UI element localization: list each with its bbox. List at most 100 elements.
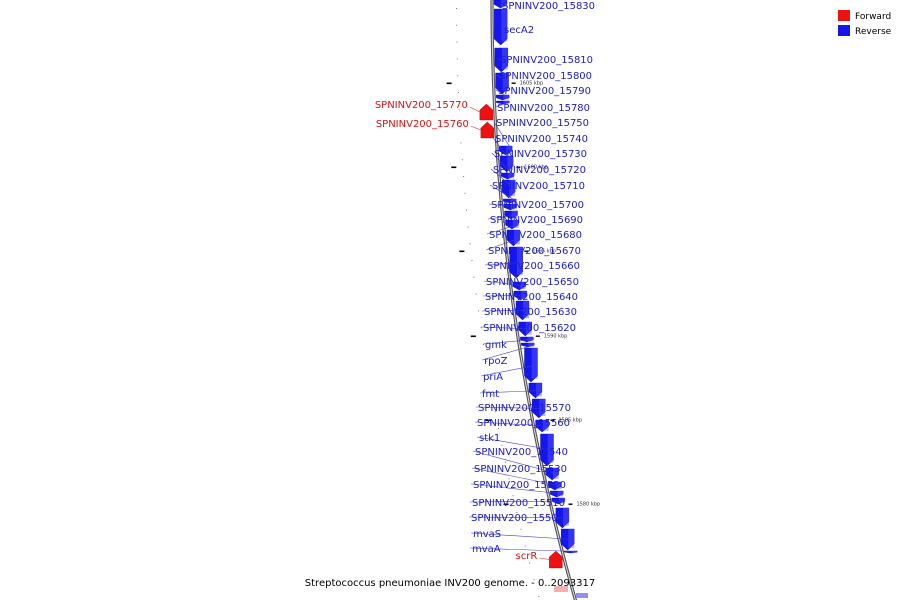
reverse-gene[interactable]: SPNINV200_15650: [483, 277, 579, 291]
reverse-gene[interactable]: rpoZ: [481, 342, 535, 367]
gene-label: SPNINV200_15560: [477, 418, 570, 429]
gene-leader: [472, 450, 559, 475]
gene-leader: [471, 467, 562, 487]
gene-leader: [469, 106, 480, 113]
gene-label: rpoZ: [484, 356, 508, 367]
reverse-gene[interactable]: SPNINV200_15710: [489, 181, 585, 204]
reverse-gene[interactable]: SPNINV200_15660: [484, 246, 580, 279]
reverse-gene[interactable]: SPNINV200_15560: [474, 418, 570, 433]
reverse-gene[interactable]: gmk: [482, 336, 534, 351]
reverse-gene[interactable]: SPNINV200_15700: [488, 200, 584, 211]
gene-shade: [501, 48, 508, 70]
gene-label: SPNINV200_15790: [498, 86, 591, 97]
gene-body: [540, 433, 554, 467]
reverse-gene[interactable]: priA: [480, 347, 538, 383]
minor-dot: [457, 75, 459, 77]
gene-leader: [470, 532, 575, 540]
reverse-gene[interactable]: SPNINV200_15790: [495, 86, 591, 101]
gene-leader: [474, 421, 549, 427]
reverse-gene[interactable]: SPNINV200_15520: [470, 480, 566, 498]
reverse-gene[interactable]: SPNINV200_15750: [493, 118, 589, 156]
gene-leader: [494, 102, 510, 108]
reverse-gene[interactable]: stk1: [476, 433, 554, 467]
reverse-gene[interactable]: SPNINV200_15780: [494, 100, 590, 114]
forward-gene[interactable]: SPNINV200_15760: [376, 119, 495, 139]
gene-body: [545, 467, 559, 481]
reverse-gene[interactable]: SPNINV200_15570: [475, 398, 571, 419]
gene-label: SPNINV200_15730: [494, 149, 587, 160]
reverse-gene[interactable]: SPNINV200_15830: [493, 0, 595, 12]
gene-label: SPNINV200_15570: [478, 403, 571, 414]
legend-label: Reverse: [855, 27, 892, 37]
gene-label: SPNINV200_15530: [474, 464, 567, 475]
reverse-gene[interactable]: mvaA: [469, 544, 578, 555]
gene-shade: [514, 230, 520, 245]
gene-shade: [527, 337, 534, 342]
forward-gene[interactable]: scrR: [516, 550, 563, 569]
gene-leader: [481, 310, 530, 312]
tick-label: 1590 kbp: [544, 334, 568, 340]
minor-dot: [501, 444, 503, 446]
gene-label: priA: [483, 372, 503, 383]
reverse-gene[interactable]: SPNINV200_15720: [490, 165, 586, 199]
gene-label: SPNINV200_15780: [497, 103, 590, 114]
reverse-gene[interactable]: SPNINV200_15690: [487, 210, 583, 226]
gene-leader: [482, 339, 534, 345]
minor-dot: [538, 596, 540, 597]
reverse-gene[interactable]: mvaS: [470, 528, 575, 551]
reverse-gene[interactable]: SPNINV200_15730: [491, 149, 587, 180]
gene-shade: [507, 156, 514, 171]
major-tick: [485, 419, 491, 422]
gene-shade: [547, 434, 554, 463]
gene-body: [501, 179, 516, 199]
gene-label: fmt: [482, 389, 499, 400]
reverse-gene[interactable]: SPNINV200_15540: [472, 447, 568, 481]
tick-label: 1580 kbp: [577, 502, 601, 508]
gene-label: SPNINV200_15710: [492, 181, 585, 192]
gene-shade: [503, 101, 510, 104]
reverse-gene[interactable]: SPNINV200_15740: [492, 134, 588, 173]
gene-leader: [492, 137, 514, 165]
reverse-gene[interactable]: SPNINV200_15640: [482, 290, 578, 303]
reverse-gene[interactable]: SPNINV200_15630: [481, 300, 577, 321]
gene-leader: [480, 326, 532, 330]
gene-label: SPNINV200_15660: [487, 261, 580, 272]
reverse-gene[interactable]: SPNINV200_15530: [471, 464, 567, 491]
minor-dot: [475, 293, 477, 295]
reverse-gene[interactable]: SPNINV200_15510: [469, 497, 565, 509]
reverse-gene[interactable]: secA2: [493, 8, 534, 46]
major-tick: [550, 419, 555, 421]
gene-leader: [475, 406, 546, 409]
minor-dot: [471, 260, 473, 261]
gene-shade: [509, 180, 516, 197]
gene-body: [479, 103, 494, 121]
reverse-gene[interactable]: SPNINV200_15800: [495, 71, 592, 95]
gene-label: SPNINV200_15740: [495, 134, 588, 145]
reverse-gene[interactable]: SPNINV200_15680: [486, 219, 582, 241]
gene-leader: [499, 3, 508, 6]
gene-label: SPNINV200_15800: [499, 71, 592, 82]
gene-body: [500, 172, 515, 180]
gene-label: SPNINV200_15830: [502, 1, 595, 12]
reverse-gene[interactable]: SPNINV200_15670: [485, 229, 581, 257]
gene-shade: [563, 508, 569, 526]
gene-label: SPNINV200_15750: [496, 118, 589, 129]
gene-shade: [558, 498, 565, 504]
reverse-gene[interactable]: fmt: [479, 382, 543, 400]
minor-dot: [456, 8, 457, 9]
gene-leader: [485, 237, 521, 251]
reverse-gene[interactable]: SPNINV200_15620: [480, 321, 576, 337]
minor-dot: [529, 562, 531, 564]
major-tick: [503, 503, 509, 506]
minor-dot: [520, 528, 522, 530]
gene-shade: [568, 529, 575, 548]
gene-shade: [501, 9, 508, 42]
minor-dot: [463, 176, 465, 177]
gene-shade: [523, 301, 530, 319]
gene-leader: [469, 547, 578, 552]
forward-gene[interactable]: SPNINV200_15770: [375, 100, 494, 121]
reverse-gene[interactable]: SPNINV200_15810: [494, 47, 593, 73]
gene-label: SPNINV200_15650: [486, 277, 579, 288]
reverse-gene[interactable]: SPNINV200_15500: [468, 507, 570, 529]
faded-forward-gene: [554, 586, 569, 592]
